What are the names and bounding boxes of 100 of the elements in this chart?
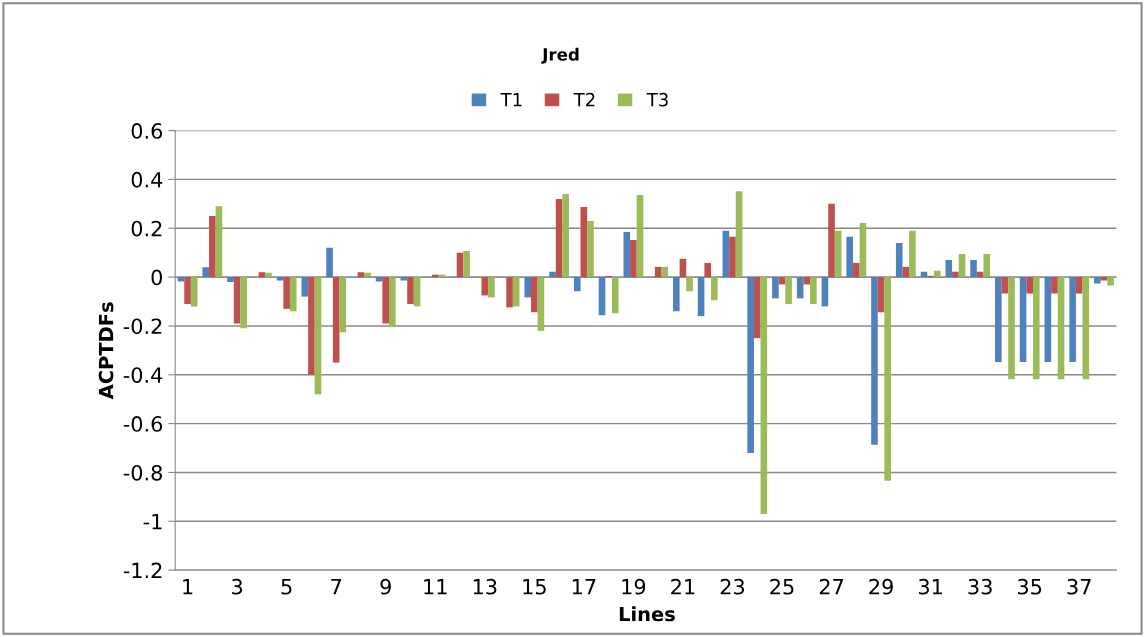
x-tick-label: 1	[183, 579, 193, 595]
legend-label: T2	[573, 92, 595, 107]
chart-title: Jred	[541, 47, 579, 64]
x-axis-title: Lines	[619, 606, 675, 622]
bar	[573, 277, 581, 292]
bar	[531, 277, 538, 313]
bar	[587, 220, 594, 278]
bar	[506, 277, 513, 308]
x-tick-label: 25	[770, 578, 794, 595]
bar	[524, 277, 532, 298]
bar	[952, 271, 959, 278]
bar	[753, 277, 761, 339]
bar	[555, 198, 563, 278]
y-tick-label: -0.2	[123, 318, 162, 335]
bar	[871, 277, 878, 445]
y-tick-label: -0.4	[123, 367, 163, 383]
bar	[339, 277, 347, 333]
legend-label: T1	[500, 93, 522, 107]
bar	[747, 277, 754, 453]
bar	[400, 277, 408, 281]
x-tick-label: 9	[380, 578, 391, 595]
y-tick-label: 0	[151, 269, 162, 286]
x-tick-label: 33	[968, 578, 992, 595]
x-tick-label: 7	[331, 579, 342, 595]
bar	[810, 277, 817, 304]
bar	[332, 277, 340, 363]
bar	[970, 260, 977, 278]
bar	[760, 277, 768, 514]
bar	[258, 272, 266, 278]
bar	[1082, 277, 1090, 380]
x-tick-label: 11	[424, 579, 447, 595]
bar	[364, 272, 371, 278]
bar	[413, 277, 421, 307]
bar	[704, 262, 711, 278]
y-tick-label: 0.4	[131, 171, 163, 188]
bar	[240, 277, 248, 329]
bar	[562, 194, 569, 278]
bar	[729, 236, 736, 278]
y-tick-label: -0.8	[123, 464, 162, 481]
bar	[673, 277, 680, 312]
bar	[945, 260, 953, 278]
bar	[283, 277, 290, 309]
bar	[983, 253, 991, 278]
x-tick-label: 5	[281, 579, 292, 595]
bar	[785, 277, 792, 304]
bar	[1057, 277, 1065, 380]
bar	[276, 277, 284, 281]
bar	[834, 230, 842, 278]
bar	[853, 262, 860, 278]
x-tick-label: 13	[473, 578, 497, 595]
bar	[1100, 277, 1108, 281]
bar	[630, 239, 637, 278]
bar	[859, 222, 867, 278]
bar	[301, 277, 309, 297]
bar	[289, 277, 297, 312]
bar	[722, 230, 730, 278]
bar	[623, 231, 631, 278]
x-tick-label: 3	[232, 578, 243, 595]
y-tick-label: 0.2	[131, 220, 162, 237]
x-tick-label: 37	[1067, 578, 1091, 595]
bar	[1051, 277, 1058, 294]
bar	[202, 267, 210, 278]
bar	[326, 247, 333, 278]
y-tick-label: -1	[143, 514, 162, 530]
bar	[772, 277, 779, 299]
bar	[357, 272, 365, 278]
bar	[389, 277, 396, 328]
bar	[1026, 277, 1033, 294]
x-tick-label: 29	[869, 578, 893, 595]
bar	[611, 277, 619, 314]
y-axis-title: ACPTDFs	[98, 302, 114, 400]
bar	[711, 277, 718, 301]
bar	[481, 277, 489, 296]
bar	[995, 277, 1002, 363]
bar	[735, 191, 743, 278]
bar	[796, 277, 804, 299]
bar	[1069, 277, 1076, 363]
x-tick-label: 15	[523, 579, 546, 595]
bar	[821, 277, 829, 307]
bar	[636, 195, 644, 278]
bar	[1008, 277, 1015, 380]
bar	[846, 236, 854, 278]
bar	[1094, 277, 1101, 284]
bar	[190, 277, 198, 307]
bar	[877, 277, 885, 313]
bar	[895, 242, 903, 278]
bar	[537, 277, 545, 331]
bar	[1044, 277, 1052, 363]
bar	[828, 203, 835, 278]
bar	[580, 207, 588, 278]
bar	[209, 216, 216, 278]
bar	[884, 277, 891, 481]
bar	[1075, 277, 1083, 294]
bar	[184, 277, 191, 304]
x-tick-label: 35	[1018, 578, 1042, 595]
bar	[549, 271, 556, 278]
bar	[382, 277, 390, 324]
bar	[463, 250, 470, 278]
bar	[598, 277, 606, 316]
y-tick-label: 0.6	[131, 123, 163, 139]
